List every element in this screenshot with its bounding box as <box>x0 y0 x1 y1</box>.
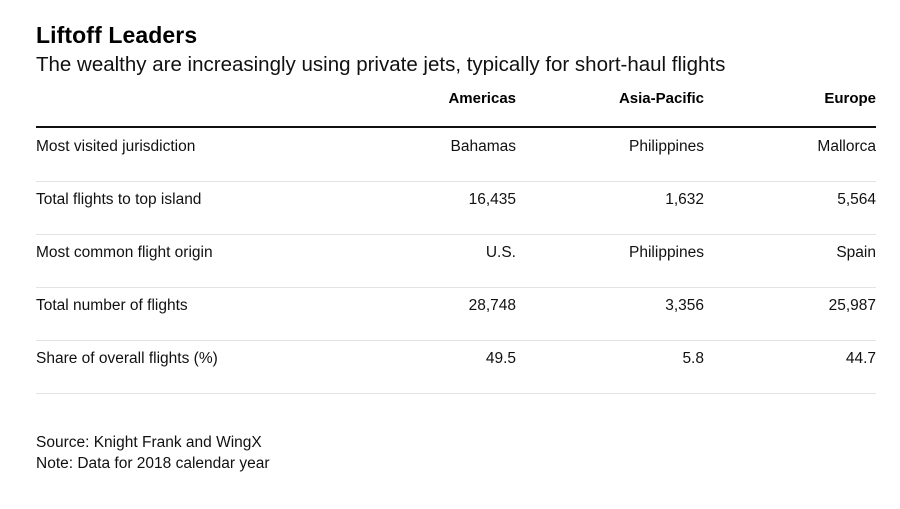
cell-europe: 44.7 <box>845 350 876 367</box>
cell-asia-pacific: 3,356 <box>665 297 704 314</box>
column-header-europe: Europe <box>824 90 876 107</box>
table-row: Most common flight origin U.S. Philippin… <box>36 234 876 288</box>
source-note: Source: Knight Frank and WingX <box>36 434 262 451</box>
cell-americas: 16,435 <box>468 191 516 208</box>
row-label: Most common flight origin <box>36 244 213 261</box>
data-note: Note: Data for 2018 calendar year <box>36 455 270 472</box>
cell-asia-pacific: 1,632 <box>665 191 704 208</box>
row-label: Total flights to top island <box>36 191 202 208</box>
table-row: Share of overall flights (%) 49.5 5.8 44… <box>36 340 876 394</box>
column-header-asia-pacific: Asia-Pacific <box>618 90 704 107</box>
cell-asia-pacific: Philippines <box>629 138 704 155</box>
row-label: Most visited jurisdiction <box>36 138 196 155</box>
chart-title: Liftoff Leaders <box>36 22 198 48</box>
row-label: Share of overall flights (%) <box>36 350 218 367</box>
table-row: Total flights to top island 16,435 1,632… <box>36 181 876 235</box>
chart-subtitle: The wealthy are increasingly using priva… <box>36 53 726 76</box>
cell-americas: 49.5 <box>485 350 516 367</box>
cell-americas: U.S. <box>485 244 516 261</box>
table-row: Most visited jurisdiction Bahamas Philip… <box>36 128 876 182</box>
cell-europe: Mallorca <box>817 138 876 155</box>
cell-europe: 5,564 <box>837 191 876 208</box>
table-row: Total number of flights 28,748 3,356 25,… <box>36 287 876 341</box>
header-rule <box>36 126 876 128</box>
cell-asia-pacific: 5.8 <box>682 350 704 367</box>
cell-europe: 25,987 <box>828 297 876 314</box>
column-header-americas: Americas <box>448 90 516 107</box>
cell-americas: 28,748 <box>468 297 516 314</box>
cell-americas: Bahamas <box>450 138 516 155</box>
cell-europe: Spain <box>836 244 876 261</box>
row-label: Total number of flights <box>36 297 188 314</box>
cell-asia-pacific: Philippines <box>629 244 704 261</box>
